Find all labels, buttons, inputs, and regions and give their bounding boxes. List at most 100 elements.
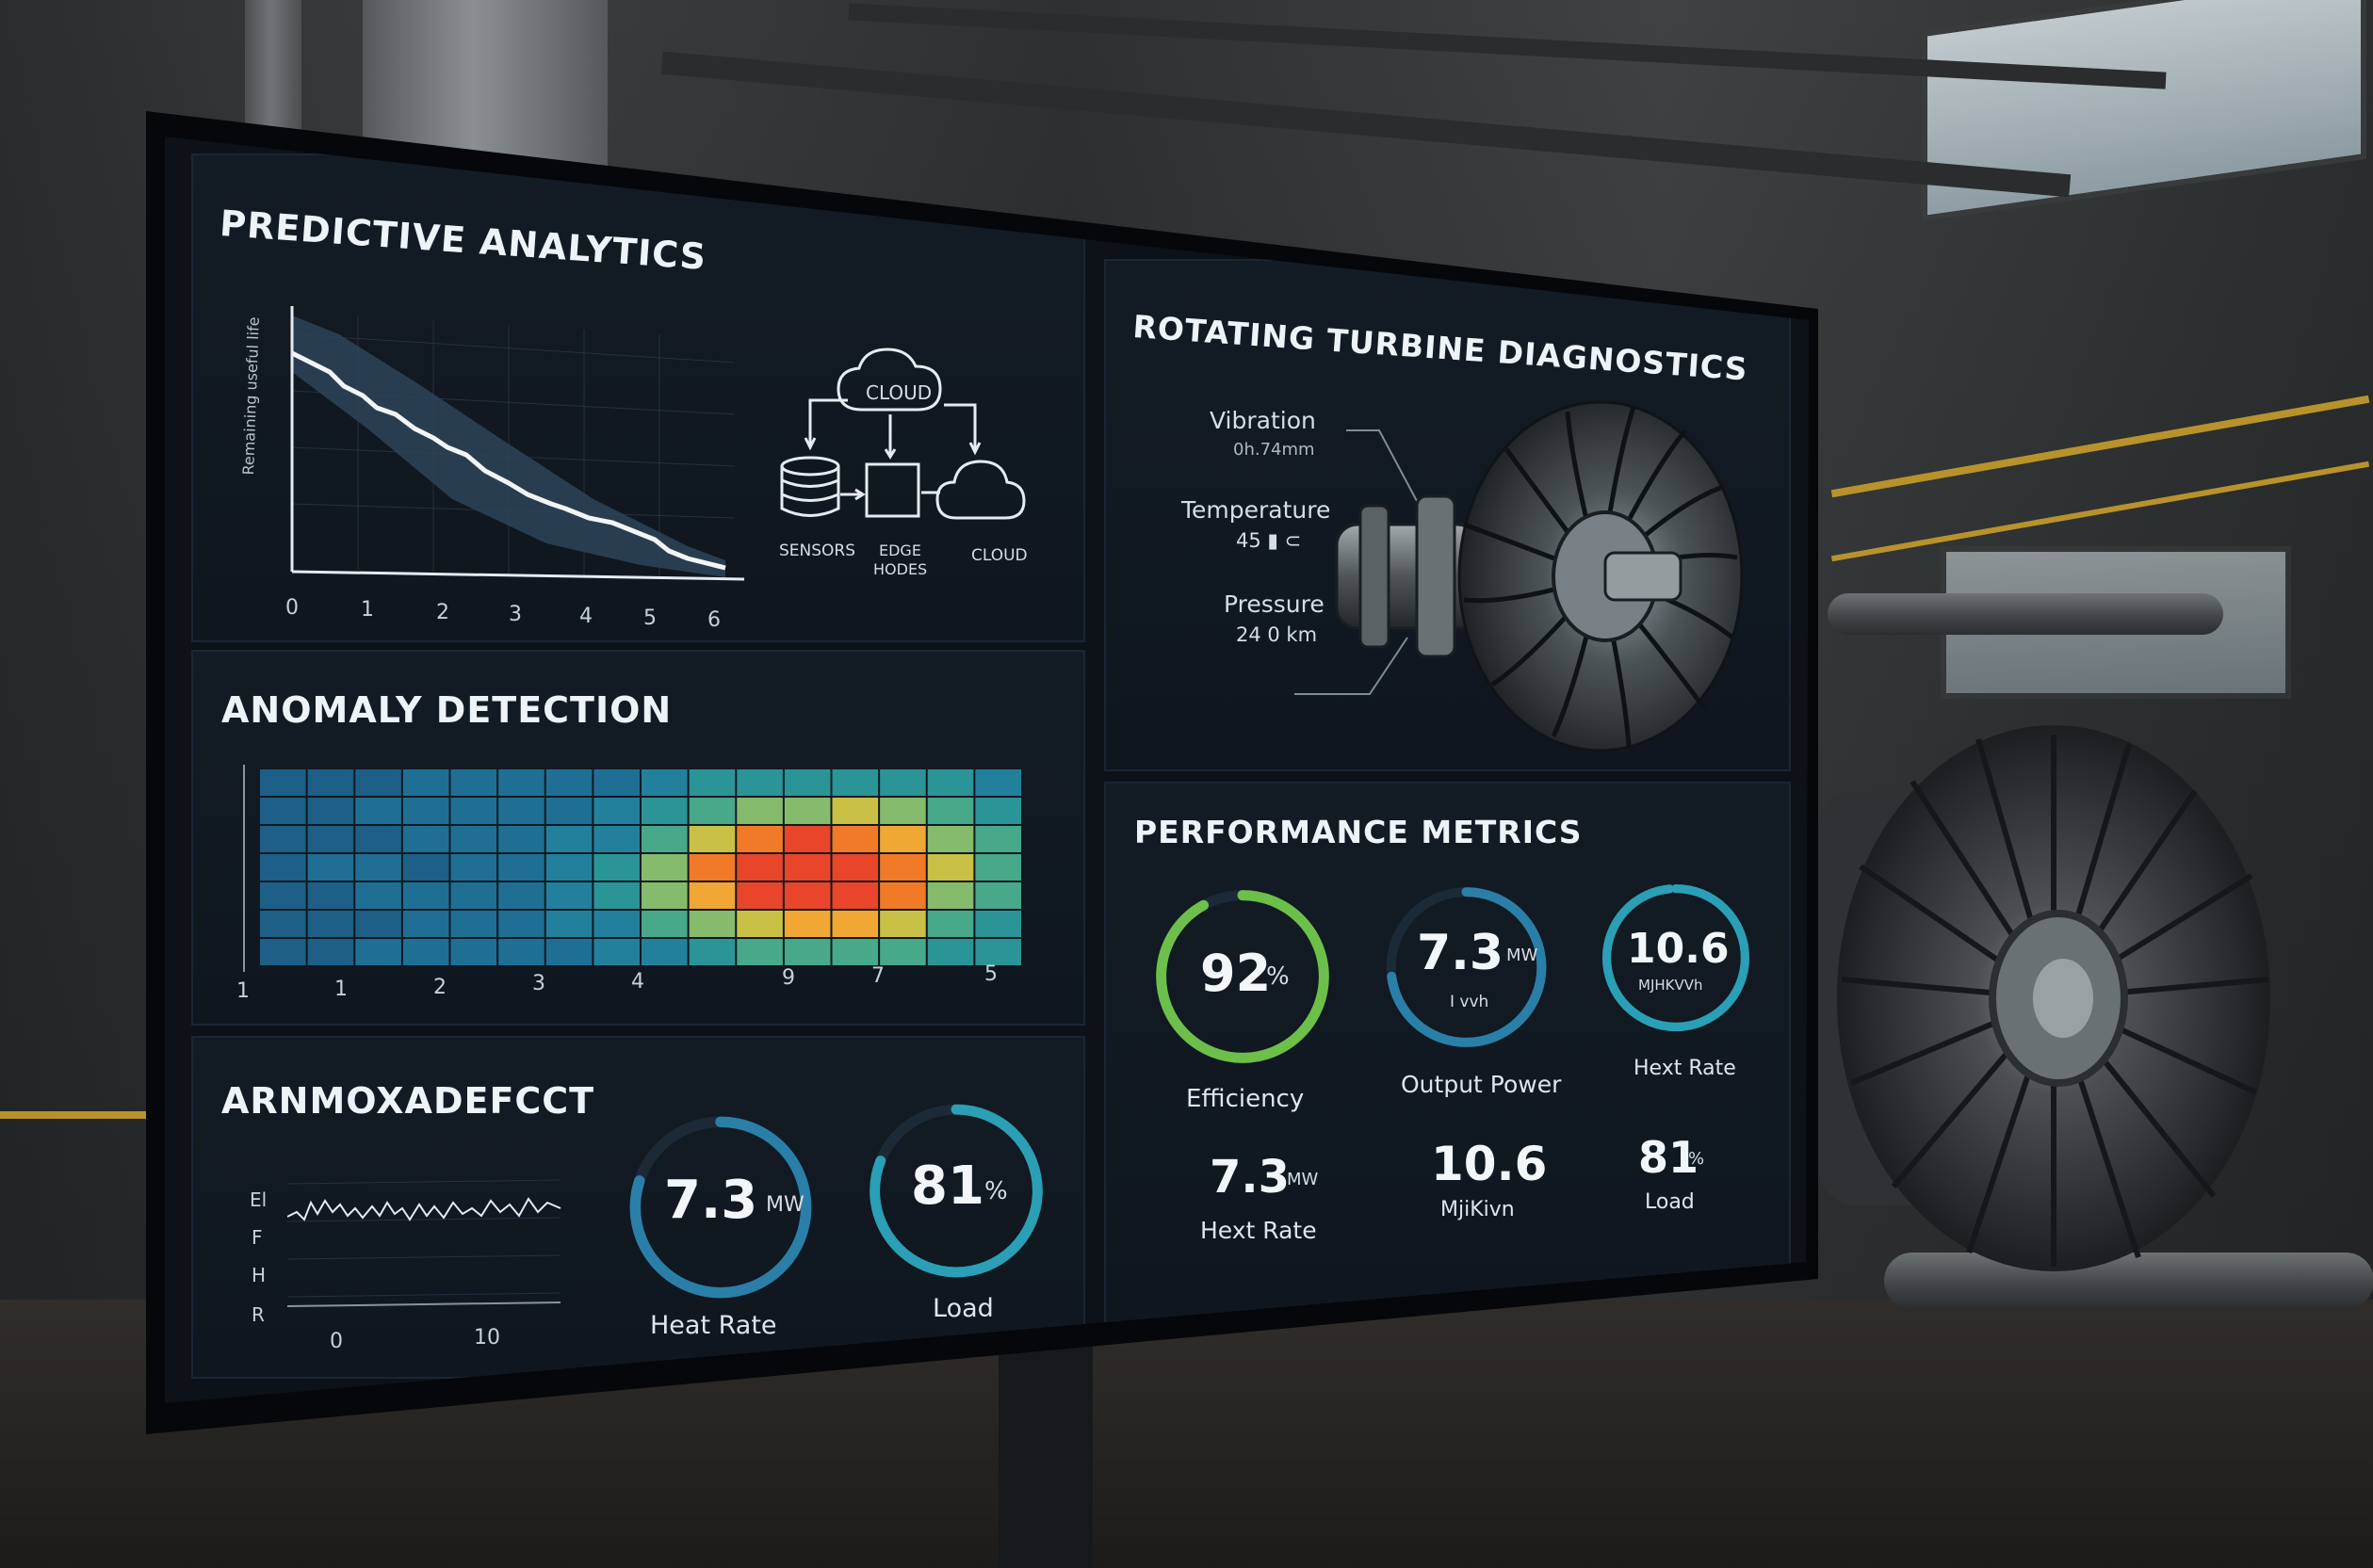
performance-metrics-title: PERFORMANCE METRICS bbox=[1134, 814, 1583, 850]
heatmap-cell bbox=[545, 826, 593, 852]
heatmap-cell bbox=[689, 939, 736, 965]
heatmap-cell bbox=[737, 939, 783, 965]
heatmap-cell bbox=[880, 769, 926, 796]
heatmap-cell bbox=[545, 854, 593, 881]
heatmap-cell bbox=[355, 939, 401, 965]
arnmox-signal-line bbox=[287, 1197, 561, 1221]
arnmox-signal-chart bbox=[287, 1179, 561, 1307]
predictive-x-tick: 3 bbox=[509, 603, 522, 626]
heatmap-cell bbox=[880, 882, 926, 909]
anomaly-x-tick: 2 bbox=[433, 976, 447, 999]
output-power-gauge bbox=[1386, 887, 1547, 1047]
heat-rate-label: Heat Rate bbox=[650, 1311, 777, 1340]
efficiency-unit: % bbox=[1266, 962, 1290, 991]
heatmap-cell bbox=[260, 854, 306, 881]
sensors-database-icon bbox=[780, 456, 840, 517]
heatmap-cell bbox=[975, 854, 1021, 881]
heatmap-cell bbox=[498, 798, 544, 824]
heatmap-cell bbox=[832, 826, 879, 852]
hext-rate-label: Hext Rate bbox=[1633, 1057, 1736, 1080]
heatmap-cell bbox=[784, 826, 831, 852]
anomaly-x-tick: 4 bbox=[631, 970, 644, 994]
predictive-analytics-title: PREDICTIVE ANALYTICS bbox=[218, 202, 708, 279]
load-label: Load bbox=[933, 1294, 994, 1323]
heatmap-cell bbox=[927, 939, 974, 965]
temperature-value: 45 ▮ ⊂ bbox=[1236, 529, 1302, 552]
heatmap-cell bbox=[689, 769, 736, 796]
heatmap-cell bbox=[642, 854, 688, 881]
heatmap-cell bbox=[642, 882, 688, 909]
heatmap-cell bbox=[927, 798, 974, 824]
heat-rate-value: 7.3 bbox=[664, 1170, 758, 1231]
heatmap-cell bbox=[402, 882, 449, 909]
load-unit: % bbox=[984, 1177, 1008, 1205]
heatmap-cell bbox=[784, 882, 831, 909]
heatmap-cell bbox=[642, 826, 688, 852]
heatmap-cell bbox=[880, 854, 926, 881]
heatmap-cell bbox=[737, 854, 783, 881]
arnmox-y-tick: El bbox=[250, 1188, 268, 1211]
vibration-value: 0h.74mm bbox=[1233, 440, 1315, 460]
heatmap-cell bbox=[642, 798, 688, 824]
heatmap-cell bbox=[498, 911, 544, 937]
heatmap-cell bbox=[450, 769, 497, 796]
turbine-icon bbox=[1335, 400, 1744, 752]
heatmap-cell bbox=[307, 939, 354, 965]
efficiency-label: Efficiency bbox=[1186, 1085, 1305, 1113]
heatmap-cell bbox=[545, 911, 593, 937]
heatmap-cell bbox=[832, 798, 879, 824]
heatmap-cell bbox=[402, 826, 449, 852]
arnmox-x-tick: 10 bbox=[474, 1326, 500, 1350]
heatmap-cell bbox=[307, 854, 354, 881]
heatmap-cell bbox=[593, 854, 640, 881]
anomaly-heatmap bbox=[243, 765, 1021, 972]
heatmap-cell bbox=[784, 854, 831, 881]
heatmap-cell bbox=[737, 798, 783, 824]
heatmap-cell bbox=[450, 939, 497, 965]
vibration-label: Vibration bbox=[1210, 407, 1316, 434]
heatmap-cell bbox=[593, 826, 640, 852]
heatmap-cell bbox=[307, 826, 354, 852]
predictive-x-tick: 0 bbox=[285, 596, 299, 620]
heatmap-cell bbox=[927, 854, 974, 881]
cloud-right-icon bbox=[935, 460, 1026, 520]
heatmap-cell bbox=[355, 769, 401, 796]
efficiency-value: 92 bbox=[1200, 944, 1272, 1003]
heatmap-cell bbox=[593, 798, 640, 824]
heatmap-cell bbox=[593, 911, 640, 937]
heatmap-cell bbox=[927, 882, 974, 909]
arnmox-y-tick: F bbox=[252, 1226, 263, 1249]
heatmap-cell bbox=[880, 939, 926, 965]
heatmap-cell bbox=[784, 939, 831, 965]
row2-c-unit: % bbox=[1688, 1149, 1705, 1169]
heatmap-cell bbox=[355, 798, 401, 824]
heatmap-cell bbox=[593, 769, 640, 796]
predictive-y-axis-label: Remaining useful life bbox=[239, 316, 263, 476]
overhead-pipe bbox=[1828, 593, 2223, 635]
edge-node-icon bbox=[865, 462, 920, 518]
background-turbine-icon bbox=[1818, 725, 2270, 1271]
heatmap-cell bbox=[498, 939, 544, 965]
output-power-unit: MW bbox=[1506, 946, 1538, 965]
heatmap-cell bbox=[975, 882, 1021, 909]
flow-cloud-top-label: CLOUD bbox=[866, 381, 933, 404]
predictive-x-tick: 6 bbox=[707, 608, 721, 632]
floor-pipe bbox=[1884, 1253, 2373, 1309]
arnmox-panel: ARNMOXADEFCCT El F H R 0 10 7.3 MW bbox=[191, 1036, 1085, 1379]
heatmap-cell bbox=[737, 911, 783, 937]
heatmap-cell bbox=[593, 882, 640, 909]
temperature-label: Temperature bbox=[1181, 496, 1331, 524]
row2-c-label: Load bbox=[1645, 1190, 1695, 1214]
heatmap-cell bbox=[307, 911, 354, 937]
heatmap-cell bbox=[450, 826, 497, 852]
heatmap-cell bbox=[355, 911, 401, 937]
heatmap-cell bbox=[689, 798, 736, 824]
anomaly-x-tick: 3 bbox=[532, 972, 545, 995]
hext-rate-value: 10.6 bbox=[1627, 925, 1730, 973]
heatmap-cell bbox=[975, 911, 1021, 937]
yellow-rail bbox=[0, 1111, 151, 1119]
predictive-x-tick: 1 bbox=[361, 598, 374, 622]
anomaly-detection-title: ANOMALY DETECTION bbox=[221, 689, 673, 731]
heatmap-cell bbox=[450, 882, 497, 909]
